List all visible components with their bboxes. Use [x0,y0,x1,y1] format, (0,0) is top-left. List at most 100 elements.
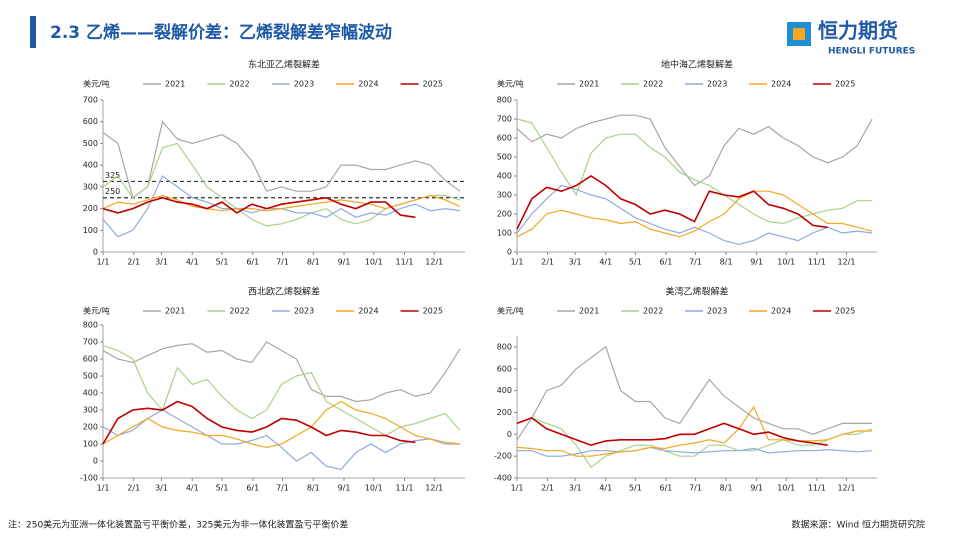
series-line [516,345,873,441]
y-tick-label: 300 [83,182,98,191]
y-tick-label: 500 [497,153,512,162]
reference-label: 325 [105,171,120,180]
x-tick-label: 11/1 [396,258,414,267]
x-tick-label: 9/1 [750,484,763,493]
y-tick-label: 600 [83,117,98,126]
x-tick-label: 4/1 [186,258,199,267]
legend-label: 2021 [579,307,599,316]
title-bar [30,16,36,48]
series-line [516,417,873,468]
y-tick-label: 400 [497,172,512,181]
y-tick-label: 800 [497,96,512,105]
source-note: 数据来源：Wind 恒力期货研究院 [792,519,925,531]
x-tick-label: 6/1 [246,484,259,493]
legend-label: 2025 [835,307,855,316]
x-tick-label: 12/1 [425,258,443,267]
y-tick-label: 700 [83,96,98,105]
x-tick-label: 8/1 [720,484,733,493]
slide-title: 2.3 乙烯——裂解价差：乙烯裂解差窄幅波动 [50,22,392,43]
x-tick-label: 5/1 [629,484,642,493]
chart-title: 东北亚乙烯裂解差 [248,59,320,71]
y-tick-label: 600 [83,355,98,364]
y-tick-label: 300 [497,191,512,200]
x-tick-label: 8/1 [307,258,320,267]
legend-label: 2022 [229,80,249,89]
legend-label: 2022 [643,307,663,316]
reference-label: 250 [105,187,120,196]
series-line [516,184,873,246]
y-tick-label: 100 [83,440,98,449]
y-axis-label: 美元/吨 [83,306,110,316]
y-tick-label: 400 [83,389,98,398]
logo-icon-inner [793,28,805,40]
series-line [517,446,873,457]
y-tick-label: 700 [83,338,98,347]
series-line [516,114,873,187]
legend-label: 2023 [294,80,314,89]
legend-label: 2024 [358,307,378,316]
legend-label: 2023 [294,307,314,316]
chart-title: 美湾乙烯裂解差 [665,286,728,298]
chart-title: 西北欧乙烯裂解差 [248,286,320,298]
legend-label: 2021 [165,80,185,89]
x-tick-label: 7/1 [276,484,289,493]
legend-label: 2024 [771,307,791,316]
legend-label: 2025 [423,307,443,316]
x-tick-label: 5/1 [216,484,229,493]
x-tick-label: 10/1 [365,484,383,493]
legend-label: 2024 [358,80,378,89]
y-tick-label: 0 [507,248,512,257]
y-tick-label: 200 [497,408,512,417]
y-tick-label: 300 [83,406,98,415]
series-line [102,341,461,403]
x-tick-label: 9/1 [750,258,763,267]
series-line [102,400,416,445]
x-tick-label: 2/1 [541,258,554,267]
x-tick-label: 5/1 [216,258,229,267]
y-tick-label: 800 [83,321,98,330]
x-tick-label: 7/1 [689,484,702,493]
x-tick-label: 1/1 [97,484,110,493]
x-tick-label: 9/1 [338,484,351,493]
legend-label: 2022 [229,307,249,316]
y-tick-label: 200 [497,210,512,219]
y-tick-label: 200 [83,204,98,213]
series-line [516,405,873,457]
y-tick-label: 0 [93,248,98,257]
x-tick-label: 8/1 [307,484,320,493]
y-tick-label: 0 [93,457,98,466]
x-tick-label: 6/1 [246,258,259,267]
x-tick-label: 1/1 [511,258,524,267]
legend-label: 2023 [707,80,727,89]
y-tick-label: 500 [83,139,98,148]
series-line [102,120,461,199]
y-tick-label: -100 [80,474,98,483]
x-tick-label: 3/1 [569,258,582,267]
x-tick-label: 4/1 [599,258,612,267]
y-tick-label: 600 [497,134,512,143]
x-tick-label: 3/1 [155,484,168,493]
x-tick-label: 2/1 [127,484,140,493]
series-line [516,190,873,238]
series-line [102,344,461,437]
x-tick-label: 8/1 [720,258,733,267]
y-axis-label: 美元/吨 [497,306,524,316]
series-line [102,196,416,219]
x-tick-label: 4/1 [599,484,612,493]
y-tick-label: 100 [83,226,98,235]
x-tick-label: 12/1 [837,484,855,493]
series-line [102,194,461,212]
logo: 恒力期货 HENGLI FUTURES [787,19,915,57]
y-tick-label: 500 [83,372,98,381]
x-tick-label: 1/1 [511,484,524,493]
series-line [516,175,828,230]
series-line [102,175,461,238]
legend-label: 2022 [643,80,663,89]
y-axis-label: 美元/吨 [497,79,524,89]
x-tick-label: 1/1 [97,258,110,267]
